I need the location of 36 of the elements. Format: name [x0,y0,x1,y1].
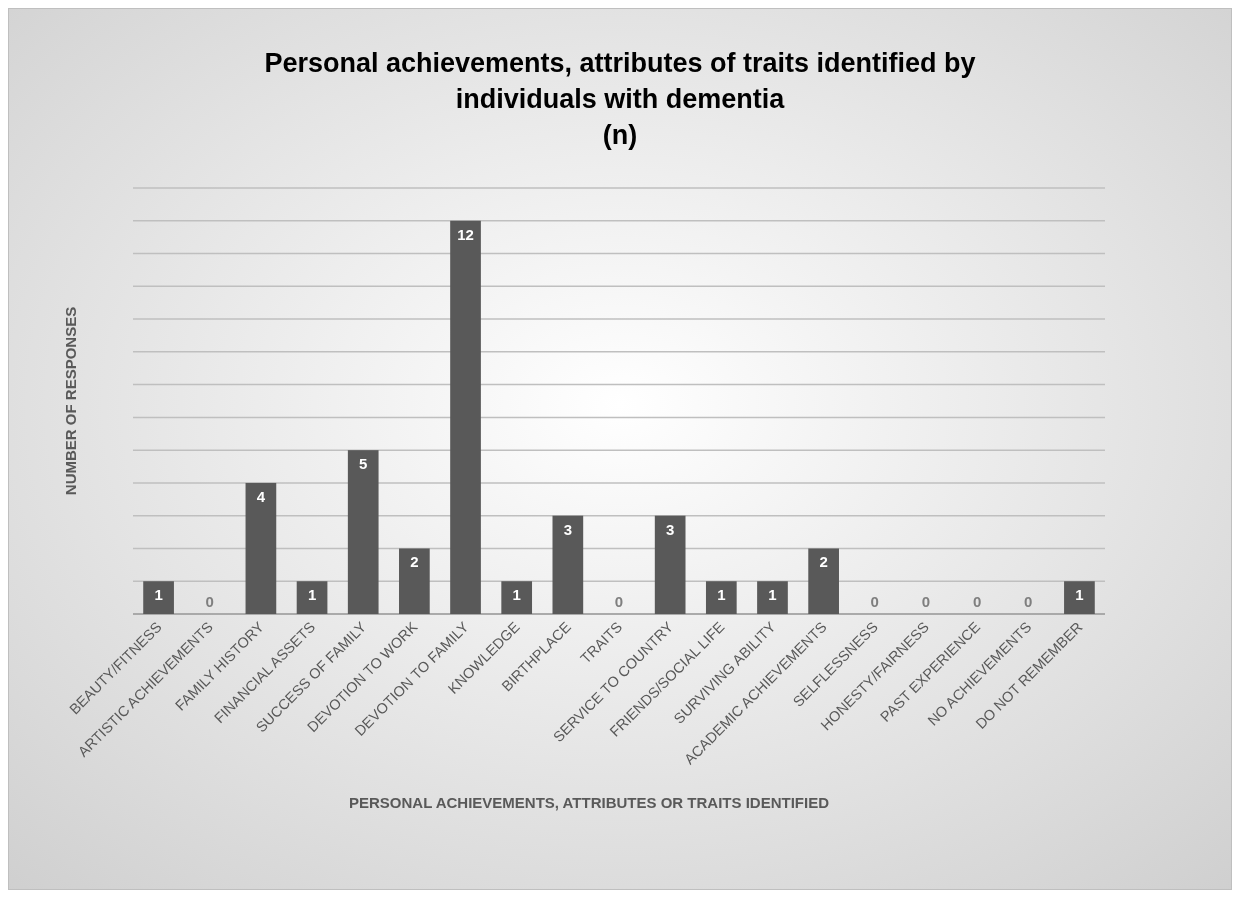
data-label: 1 [154,586,163,604]
data-label: 2 [410,553,419,571]
data-label: 0 [972,593,982,610]
data-label: 0 [921,593,931,610]
chart-subtitle: (n) [602,120,638,150]
y-axis-title: NUMBER OF RESPONSES [62,306,79,496]
data-label: 3 [665,520,675,538]
bar [552,515,584,614]
data-label: 0 [614,593,624,610]
data-label: 1 [512,586,521,604]
data-label: 0 [1024,593,1033,610]
x-axis-title: PERSONAL ACHIEVEMENTS, ATTRIBUTES OR TRAITS IDENTIFIED [348,794,830,811]
data-label: 12 [457,225,474,243]
bar [399,548,430,614]
bar [1064,581,1095,614]
data-label: 4 [256,487,266,505]
bar [654,515,686,614]
bar [808,548,839,614]
bar [705,581,737,614]
bar [347,450,379,614]
data-label: 5 [359,455,368,473]
data-label: 3 [563,520,573,538]
bar [757,581,788,614]
bar [143,581,174,614]
bar [501,581,533,614]
data-label: 0 [870,593,879,610]
bar [245,482,277,614]
data-label: 1 [307,586,317,604]
data-label: 1 [717,586,726,604]
data-label: 1 [1075,586,1084,604]
bar [296,581,328,614]
bar [450,220,481,614]
data-label: 1 [768,586,777,604]
data-label: 2 [819,553,828,571]
chart-title: Personal achievements, attributes of traits identified by individuals with dementia [264,48,976,114]
data-label: 0 [205,593,214,610]
